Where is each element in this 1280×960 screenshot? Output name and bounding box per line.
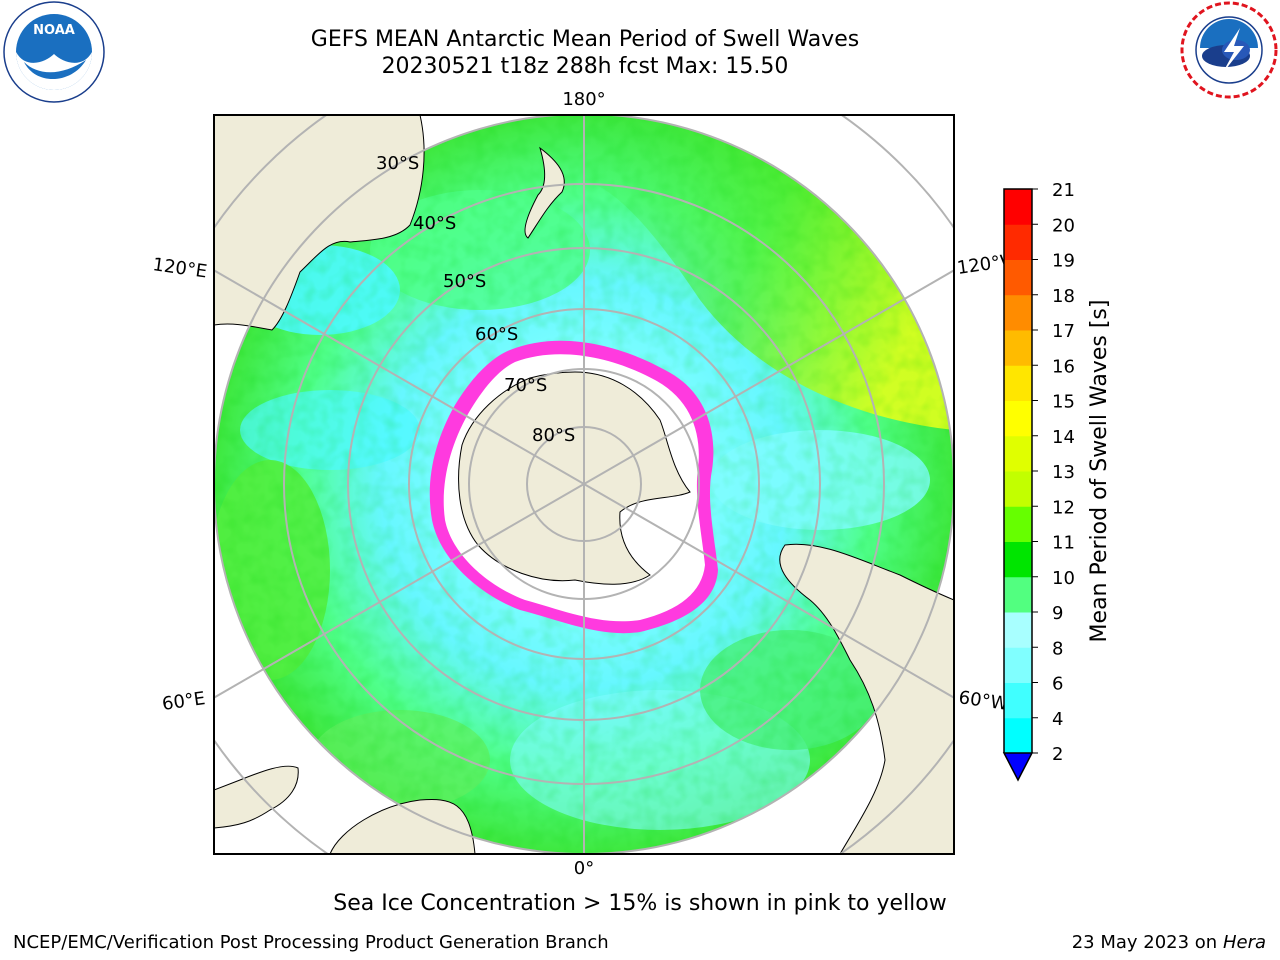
footer-machine: Hera <box>1222 932 1266 953</box>
colorbar-tick-label: 20 <box>1052 215 1075 236</box>
footer-date: 23 May 2023 on Hera <box>1072 932 1266 953</box>
colorbar-tick-label: 9 <box>1052 603 1063 624</box>
colorbar-segment <box>1004 294 1032 331</box>
lon-label-180: 180° <box>562 89 605 110</box>
colorbar-tick-label: 10 <box>1052 568 1075 589</box>
nws-logo <box>1180 1 1278 99</box>
footer-date-text: 23 May 2023 on <box>1071 932 1218 953</box>
colorbar-segment <box>1004 224 1032 260</box>
colorbar-segment <box>1004 189 1032 225</box>
land-australia <box>214 115 425 331</box>
map-subtitle: 20230521 t18z 288h fcst Max: 15.50 <box>381 54 789 79</box>
colorbar-segment <box>1004 576 1032 613</box>
colorbar-segment <box>1004 682 1032 719</box>
land-south-america <box>779 543 954 854</box>
colorbar-tick-label: 18 <box>1052 286 1075 307</box>
lon-label-60w: 60°W <box>957 687 1009 715</box>
map-content: 30°S 40°S 50°S 60°S 70°S 80°S <box>214 115 954 854</box>
colorbar-tick-label: 21 <box>1052 180 1075 201</box>
colorbar-tick-label: 17 <box>1052 321 1075 342</box>
lon-label-120e: 120°E <box>151 254 208 282</box>
colorbar-segment <box>1004 365 1032 401</box>
colorbar: 2 4 6 8 9 10 11 12 13 14 15 16 17 18 19 20 21 <box>1002 180 1075 782</box>
colorbar-segment <box>1004 330 1032 366</box>
colorbar-segment <box>1004 259 1032 296</box>
map-frame <box>213 114 955 855</box>
land-new-zealand <box>524 146 565 239</box>
colorbar-tick-label: 11 <box>1052 533 1075 554</box>
lat-label-60s: 60°S <box>475 324 518 345</box>
map-title: GEFS MEAN Antarctic Mean Period of Swell… <box>310 27 860 52</box>
lat-labels: 30°S 40°S 50°S 60°S 70°S 80°S <box>376 153 575 446</box>
noaa-logo: NOAA <box>3 1 105 103</box>
lon-label-60e: 60°E <box>161 688 207 715</box>
colorbar-segment <box>1004 400 1032 437</box>
colorbar-segment <box>1004 541 1032 578</box>
lat-label-70s: 70°S <box>504 375 547 396</box>
colorbar-tick-label: 16 <box>1052 356 1075 377</box>
colorbar-tick-label: 12 <box>1052 497 1075 518</box>
colorbar-under-extension <box>1002 752 1034 782</box>
colorbar-tick-label: 4 <box>1052 709 1063 730</box>
graticule <box>214 115 954 854</box>
sea-ice-note: Sea Ice Concentration > 15% is shown in … <box>333 891 947 916</box>
colorbar-tick-label: 15 <box>1052 392 1075 413</box>
colorbar-segment <box>1004 647 1032 683</box>
colorbar-tick-label: 6 <box>1052 674 1063 695</box>
colorbar-segment <box>1004 471 1032 507</box>
colorbar-tick-label: 8 <box>1052 638 1063 659</box>
lat-label-30s: 30°S <box>376 153 419 174</box>
lat-label-40s: 40°S <box>413 213 456 234</box>
colorbar-segment <box>1004 435 1032 472</box>
lat-label-50s: 50°S <box>443 271 486 292</box>
colorbar-segment <box>1004 506 1032 542</box>
lon-label-0: 0° <box>574 858 594 879</box>
colorbar-tick-label: 13 <box>1052 462 1075 483</box>
colorbar-tick-label: 2 <box>1052 744 1063 765</box>
footer-credit: NCEP/EMC/Verification Post Processing Pr… <box>13 932 609 953</box>
colorbar-label: Mean Period of Swell Waves [s] <box>1087 300 1112 643</box>
colorbar-segment <box>1004 612 1032 648</box>
noaa-logo-text: NOAA <box>33 23 75 38</box>
land-africa-east <box>329 799 476 854</box>
lat-label-80s: 80°S <box>532 425 575 446</box>
colorbar-tick-label: 19 <box>1052 251 1075 272</box>
colorbar-segment <box>1004 717 1032 754</box>
land-madagascar <box>214 765 299 829</box>
colorbar-tick-label: 14 <box>1052 427 1075 448</box>
